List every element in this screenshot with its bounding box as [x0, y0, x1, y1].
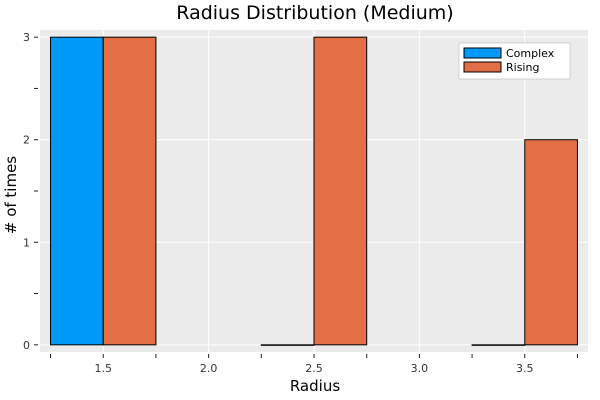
- bar-complex-2: [471, 344, 526, 346]
- y-tick-label: 3: [23, 31, 30, 44]
- bar-rising-1: [313, 36, 368, 346]
- x-tick-label: 2.5: [305, 362, 323, 375]
- x-axis-ticks: 1.5 2.0 2.5 3.0 3.5: [50, 354, 578, 375]
- x-tick-label: 1.5: [94, 362, 112, 375]
- bar-complex-1: [260, 344, 315, 346]
- x-tick-label: 3.5: [516, 362, 534, 375]
- bar-complex-0: [50, 36, 104, 346]
- legend-swatch-complex: [463, 47, 502, 59]
- chart-title: Radius Distribution (Medium): [176, 2, 453, 24]
- legend-swatch-rising: [463, 61, 502, 73]
- x-tick-label: 3.0: [411, 362, 429, 375]
- legend-label-complex: Complex: [506, 47, 555, 60]
- x-tick-label: 2.0: [200, 362, 218, 375]
- y-tick-label: 2: [23, 134, 30, 147]
- legend-label-rising: Rising: [506, 61, 539, 74]
- x-axis-label: Radius: [290, 377, 340, 395]
- bars: [50, 36, 578, 346]
- y-axis-ticks: 0 1 2 3: [23, 31, 38, 352]
- y-tick-label: 0: [23, 339, 30, 352]
- y-tick-label: 1: [23, 236, 30, 249]
- y-axis-label: # of times: [2, 156, 20, 234]
- bar-rising-0: [102, 36, 157, 346]
- bar-rising-2: [524, 139, 578, 346]
